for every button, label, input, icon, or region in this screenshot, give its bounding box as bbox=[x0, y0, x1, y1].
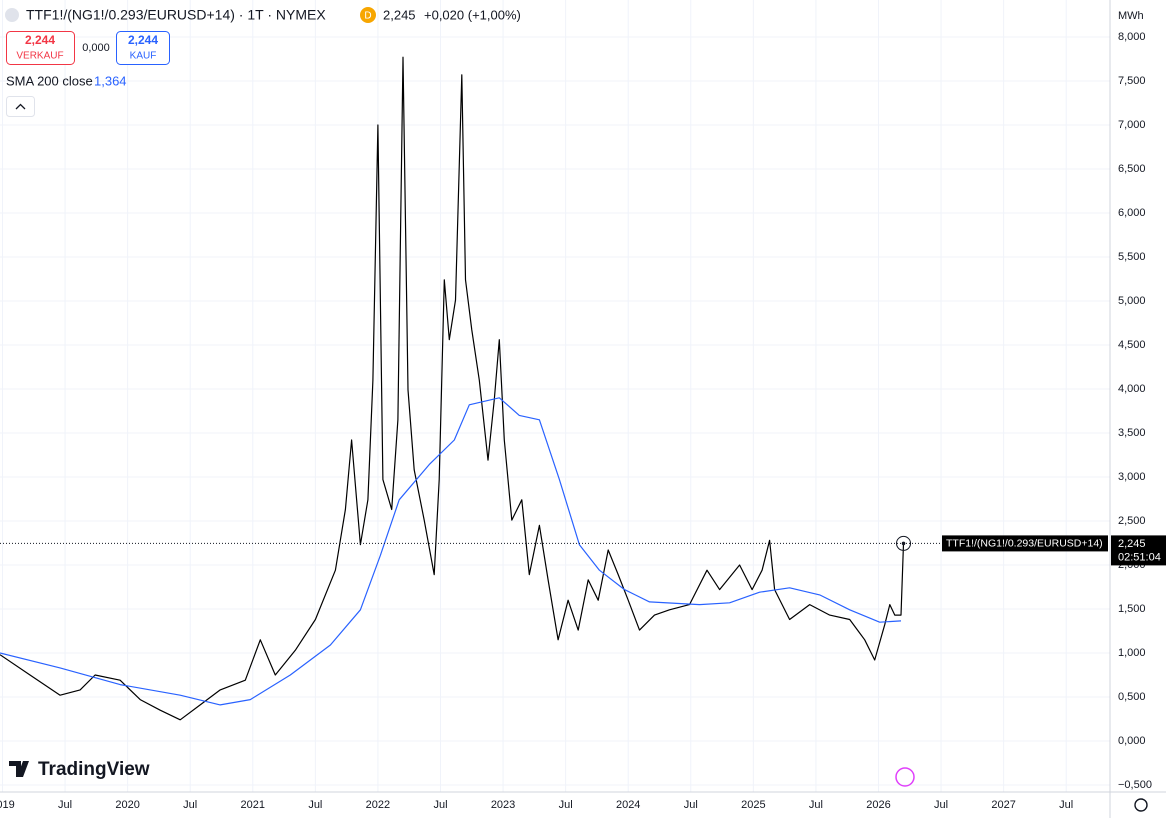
indicator-name: SMA 200 close bbox=[6, 73, 93, 88]
y-tick-label: 3,000 bbox=[1118, 471, 1146, 483]
x-tick-label: 2023 bbox=[491, 799, 515, 811]
y-tick-label: 4,500 bbox=[1118, 339, 1146, 351]
sell-label: VERKAUF bbox=[16, 51, 63, 62]
x-tick-label: Jul bbox=[934, 799, 948, 811]
buy-price: 2,244 bbox=[128, 33, 158, 47]
countdown: 02:51:04 bbox=[1118, 551, 1161, 563]
settings-icon[interactable] bbox=[1134, 798, 1148, 812]
y-tick-label: 0,000 bbox=[1118, 735, 1146, 747]
x-tick-label: Jul bbox=[58, 799, 72, 811]
y-tick-label: 8,000 bbox=[1118, 31, 1146, 43]
price-tag: 2,245 bbox=[1118, 538, 1146, 550]
logo: TradingView bbox=[38, 759, 150, 780]
y-tick-label: 3,500 bbox=[1118, 427, 1146, 439]
series-line bbox=[0, 397, 902, 706]
buy-label: KAUF bbox=[130, 51, 157, 62]
x-tick-label: Jul bbox=[559, 799, 573, 811]
y-tick-label: 1,500 bbox=[1118, 603, 1146, 615]
x-tick-label: 2024 bbox=[616, 799, 640, 811]
y-tick-label: 5,000 bbox=[1118, 295, 1146, 307]
y-tick-label: 2,500 bbox=[1118, 515, 1146, 527]
x-tick-label: Jul bbox=[809, 799, 823, 811]
x-tick-label: Jul bbox=[183, 799, 197, 811]
series-tag-bg bbox=[942, 535, 1108, 552]
last-point-ring bbox=[896, 535, 912, 551]
collapse-icon bbox=[15, 103, 26, 110]
series-tag: TTF1!/(NG1!/0.293/EURUSD+14) bbox=[946, 538, 1103, 550]
x-tick-label: 2020 bbox=[115, 799, 139, 811]
y-tick-label: 4,000 bbox=[1118, 383, 1146, 395]
y-tick-label: 7,000 bbox=[1118, 119, 1146, 131]
sell-button[interactable] bbox=[6, 31, 75, 65]
y-tick-label: −0,500 bbox=[1118, 779, 1152, 791]
x-tick-label: 2021 bbox=[241, 799, 265, 811]
badge-bg bbox=[360, 7, 376, 23]
indicator-value: 1,364 bbox=[94, 73, 127, 88]
y-tick-label: 6,000 bbox=[1118, 207, 1146, 219]
x-tick-label: Jul bbox=[433, 799, 447, 811]
x-tick-label: 2019 bbox=[0, 799, 15, 811]
alert-icon[interactable] bbox=[895, 767, 915, 787]
price-change: +0,020 (+1,00%) bbox=[424, 7, 521, 22]
symbol-title: TTF1!/(NG1!/0.293/EURUSD+14) · 1T · NYME… bbox=[26, 7, 326, 23]
buy-button[interactable] bbox=[116, 31, 170, 65]
y-tick-label: 7,500 bbox=[1118, 75, 1146, 87]
y-tick-label: 0,500 bbox=[1118, 691, 1146, 703]
x-tick-label: 2022 bbox=[366, 799, 390, 811]
badge: D bbox=[364, 11, 371, 22]
x-tick-label: 2026 bbox=[866, 799, 890, 811]
price-tag-bg bbox=[1111, 535, 1166, 566]
symbol-icon bbox=[5, 8, 19, 22]
sell-price: 2,244 bbox=[25, 33, 55, 47]
logo-icon bbox=[9, 761, 29, 777]
y-tick-label: 1,000 bbox=[1118, 647, 1146, 659]
collapse-button[interactable] bbox=[6, 96, 35, 117]
last-point bbox=[901, 541, 906, 546]
spread: 0,000 bbox=[82, 42, 110, 54]
y-tick-label: 5,500 bbox=[1118, 251, 1146, 263]
x-tick-label: 2025 bbox=[741, 799, 765, 811]
y-tick-label: 6,500 bbox=[1118, 163, 1146, 175]
unit-label: MWh bbox=[1118, 10, 1144, 22]
last-price: 2,245 bbox=[383, 7, 416, 22]
x-tick-label: Jul bbox=[1059, 799, 1073, 811]
x-tick-label: 2027 bbox=[991, 799, 1015, 811]
x-tick-label: Jul bbox=[684, 799, 698, 811]
x-tick-label: Jul bbox=[308, 799, 322, 811]
series-line bbox=[0, 56, 905, 721]
